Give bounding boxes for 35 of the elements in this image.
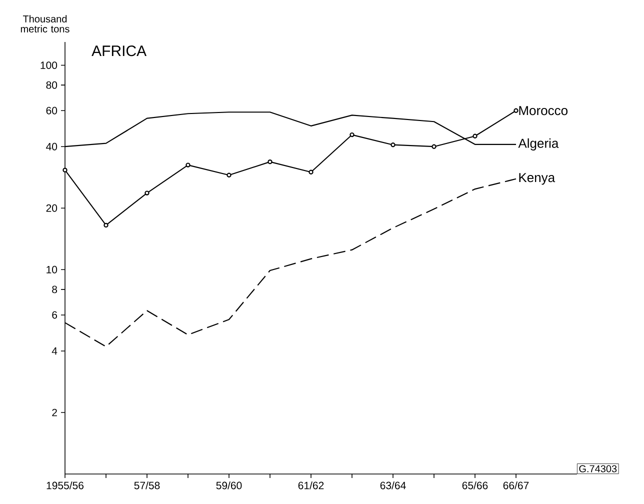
y-tick-label: 60 <box>46 106 58 114</box>
text: G.74303 <box>579 465 617 472</box>
series-label: Morocco <box>519 106 568 116</box>
y-tick-label: 80 <box>46 81 58 89</box>
point <box>308 170 314 174</box>
y-tick-label: 100 <box>40 62 58 69</box>
point <box>268 159 272 164</box>
point <box>62 168 68 172</box>
point <box>186 162 190 168</box>
chart-title: AFRICA <box>92 46 147 56</box>
x-tick-label: 59/60 <box>216 482 242 490</box>
y-tick-label: 20 <box>46 204 58 212</box>
x-tick-label: 57/58 <box>134 482 160 490</box>
point <box>390 142 396 148</box>
x-tick-label: 66/67 <box>503 482 529 490</box>
series-label: Algeria <box>518 138 559 150</box>
y-tick-label: 4 <box>52 347 58 355</box>
point <box>514 108 518 113</box>
point <box>472 134 478 138</box>
y-tick-label: 10 <box>46 266 58 274</box>
x-tick-label: 65/66 <box>462 482 488 490</box>
x-tick-label: 63/64 <box>380 482 406 490</box>
point <box>226 172 232 178</box>
y-tick-label: 6 <box>52 311 58 319</box>
point <box>144 190 150 196</box>
point <box>104 222 108 228</box>
y-tick-label: 8 <box>52 286 58 294</box>
x-tick-label: 61/62 <box>298 482 324 490</box>
y-axis-title: Thousand metric tons <box>20 15 70 32</box>
point <box>432 144 436 149</box>
x-tick-label: 1955/56 <box>46 482 84 490</box>
series-label: Kenya <box>519 173 556 185</box>
y-tick-label: 2 <box>52 408 57 416</box>
y-tick-label: 40 <box>46 142 58 150</box>
point <box>350 132 354 138</box>
